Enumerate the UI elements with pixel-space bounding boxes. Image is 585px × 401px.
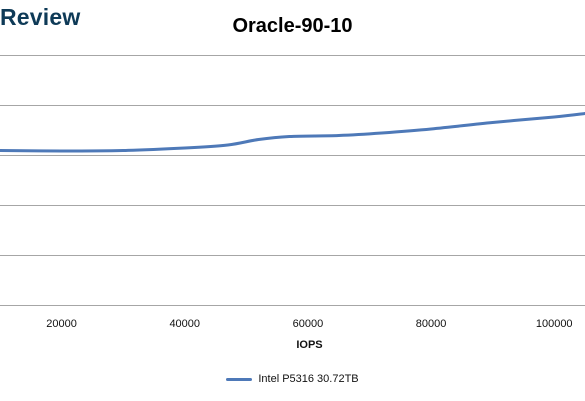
x-tick-label: 60000 <box>293 318 324 330</box>
legend-label: Intel P5316 30.72TB <box>258 373 359 385</box>
x-tick-label: 20000 <box>46 318 77 330</box>
legend-swatch <box>226 377 253 381</box>
brand-logo: Review <box>0 4 81 30</box>
x-tick-label: 80000 <box>416 318 447 330</box>
x-tick-label: 40000 <box>169 318 200 330</box>
chart-title: Oracle-90-10 <box>232 15 353 37</box>
x-tick-label: 100000 <box>536 318 573 330</box>
chart-legend: Intel P5316 30.72TB <box>0 373 585 385</box>
series-line <box>0 112 585 153</box>
x-axis-title: IOPS <box>296 339 322 351</box>
